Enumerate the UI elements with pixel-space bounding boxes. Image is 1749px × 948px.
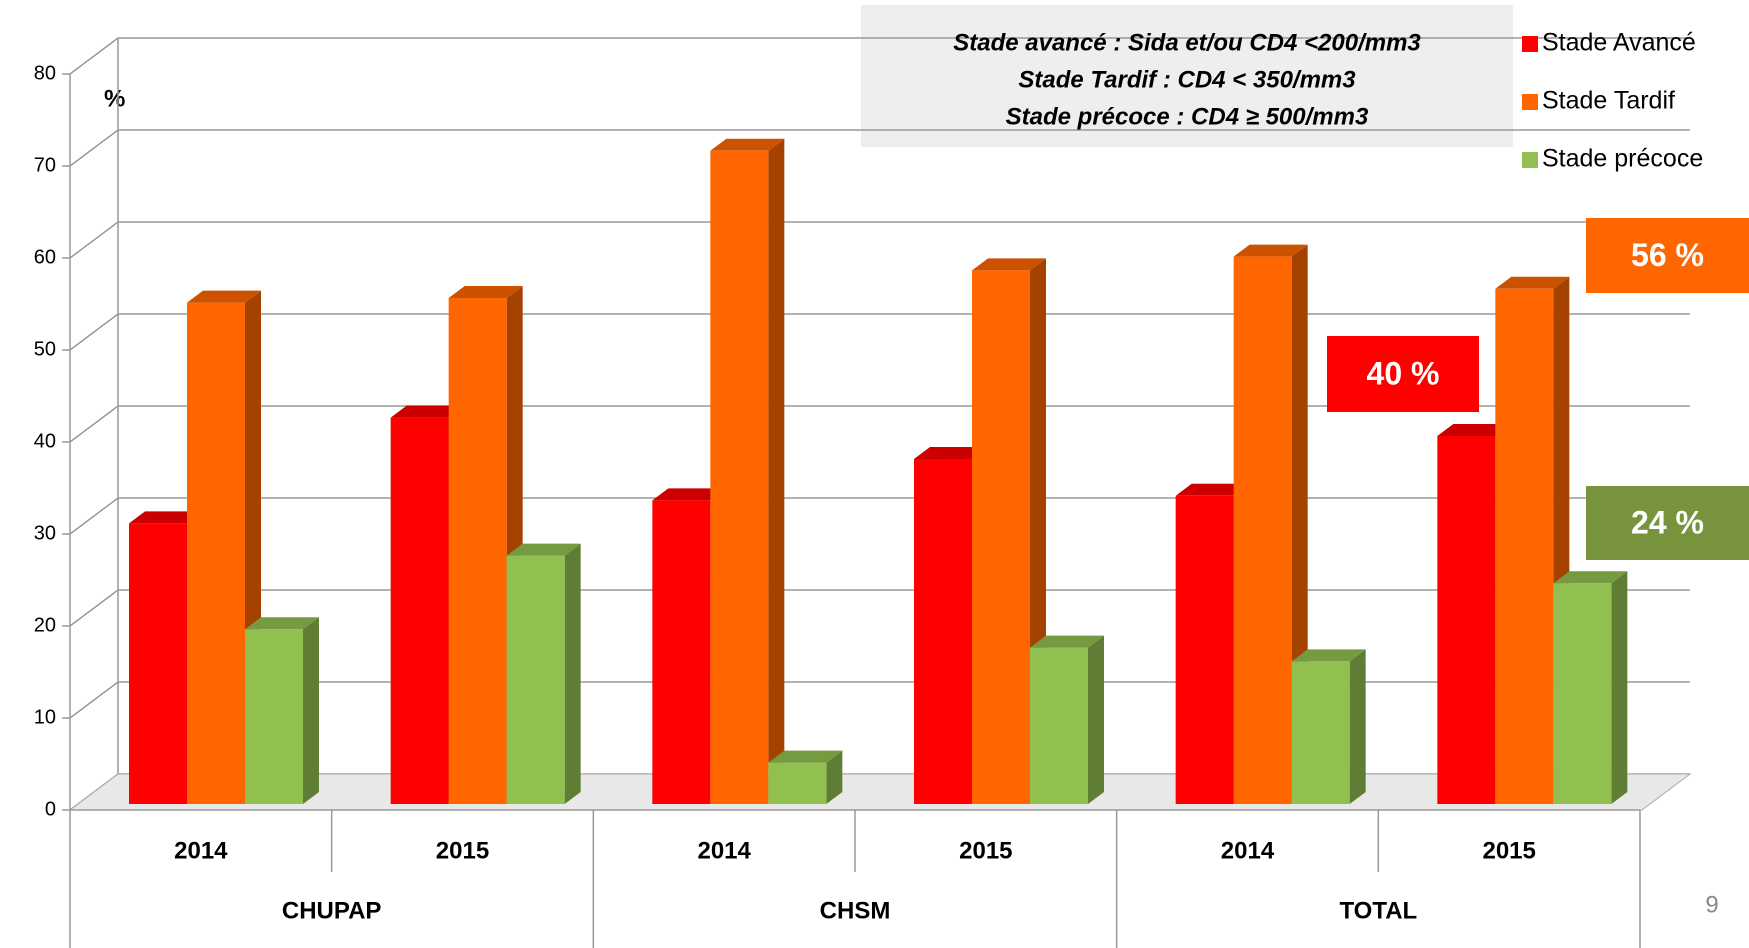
bar-top [1030,635,1104,648]
x-tick-label: 2014 [1221,837,1275,864]
bar [506,555,565,804]
bar-top [245,617,319,630]
bar [710,150,769,805]
callout-box [1586,486,1749,560]
y-tick-label: 70 [34,154,56,176]
note: Stade précoce : CD4 ≥ 500/mm3 [1006,103,1369,130]
note: Stade Tardif : CD4 < 350/mm3 [1018,66,1356,93]
bar-top [1437,424,1512,436]
bar-top [1233,244,1308,257]
x-tick-label: 2014 [697,837,751,864]
bar-top [506,543,581,556]
bar-top [1291,649,1366,662]
group-label: CHSM [820,897,891,924]
x-tick-label: 2015 [436,837,489,864]
bar-top [448,286,523,298]
callout-box [1327,336,1479,412]
bar [1233,256,1292,805]
y-tick-label: 10 [34,706,56,728]
legend-label: Stade précoce [1542,145,1703,173]
legend-swatch [1522,94,1538,110]
bar-side [1349,649,1366,804]
y-tick-label: 0 [45,798,56,820]
bar-side [564,543,581,804]
bar [129,523,187,804]
callout-box [1586,218,1749,293]
bar-side [768,138,785,805]
y-axis-label: % [104,85,125,112]
bar-side [826,750,843,804]
page-number: 9 [1705,891,1718,918]
bar [1495,288,1554,804]
y-tick-label: 20 [34,614,56,636]
bar-side [1088,635,1104,804]
x-tick-label: 2014 [174,837,228,864]
bar [1175,495,1234,804]
x-tick-label: 2015 [959,837,1012,864]
bar [972,270,1030,804]
group-label: CHUPAP [282,897,382,924]
y-tick-label: 60 [34,246,56,268]
bar-top [187,290,261,303]
bar-top [652,488,727,501]
group-label: TOTAL [1339,897,1417,924]
bar-top [390,405,465,418]
legend-swatch [1522,36,1538,52]
bar-top [129,511,203,524]
legend-swatch [1522,152,1538,168]
y-tick-label: 40 [34,430,56,452]
y-tick-label: 30 [34,522,56,544]
bar [652,500,711,804]
bar-top [914,447,988,459]
bar [1553,583,1612,804]
legend-label: Stade Avancé [1542,29,1696,57]
legend-label: Stade Tardif [1542,87,1675,115]
callout-label: 24 % [1631,504,1704,540]
bar [390,417,449,804]
bar [245,629,303,804]
bar-top [972,258,1046,271]
bar [1030,647,1088,804]
bar [1291,661,1350,804]
bar [1437,436,1496,804]
bar-top [1495,276,1570,289]
x-tick-label: 2015 [1482,837,1535,864]
note-box [861,5,1513,147]
grid-line [69,221,1690,259]
bar [768,762,827,804]
callout-label: 56 % [1631,237,1704,273]
y-tick-label: 50 [34,338,56,360]
callout-label: 40 % [1367,355,1440,391]
y-tick-label: 80 [34,62,56,84]
bar-top [768,750,843,763]
bar-side [303,617,319,804]
bar [448,298,507,804]
bar-side [1611,571,1628,804]
bar [187,302,245,804]
bar [914,459,972,804]
note: Stade avancé : Sida et/ou CD4 <200/mm3 [953,29,1421,56]
bar-top [1553,571,1628,584]
bar-top [1175,483,1250,496]
bar-top [710,138,785,151]
